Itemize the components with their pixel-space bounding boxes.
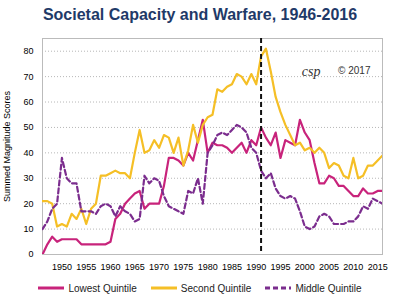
svg-text:Summed Magnitude Scores: Summed Magnitude Scores (2, 90, 12, 202)
svg-text:1995: 1995 (270, 262, 290, 272)
html-text:Middle Quintile: Middle Quintile (295, 282, 362, 294)
svg-text:csp: csp (302, 64, 321, 79)
svg-text:1980: 1980 (198, 262, 218, 272)
svg-text:1985: 1985 (222, 262, 242, 272)
svg-text:1955: 1955 (76, 262, 96, 272)
html-text:Second Quintile: Second Quintile (180, 282, 252, 294)
svg-text:10: 10 (23, 224, 33, 234)
svg-text:1990: 1990 (246, 262, 266, 272)
html-text:Lowest Quintile: Lowest Quintile (68, 282, 137, 294)
svg-text:1970: 1970 (149, 262, 169, 272)
svg-text:30: 30 (23, 173, 33, 183)
svg-text:20: 20 (23, 199, 33, 209)
svg-text:70: 70 (23, 71, 33, 81)
svg-text:50: 50 (23, 122, 33, 132)
html-text:Societal Capacity and Warfare,: Societal Capacity and Warfare, 1946-2016 (42, 6, 358, 23)
svg-text:2010: 2010 (343, 262, 363, 272)
svg-text:60: 60 (23, 97, 33, 107)
svg-text:1960: 1960 (100, 262, 120, 272)
svg-text:40: 40 (23, 148, 33, 158)
svg-text:1975: 1975 (173, 262, 193, 272)
svg-text:2000: 2000 (295, 262, 315, 272)
svg-text:© 2017: © 2017 (338, 65, 371, 76)
svg-text:80: 80 (23, 46, 33, 56)
svg-text:2005: 2005 (319, 262, 339, 272)
svg-text:0: 0 (28, 249, 33, 259)
svg-text:2015: 2015 (368, 262, 388, 272)
svg-text:1950: 1950 (52, 262, 72, 272)
svg-text:1965: 1965 (125, 262, 145, 272)
